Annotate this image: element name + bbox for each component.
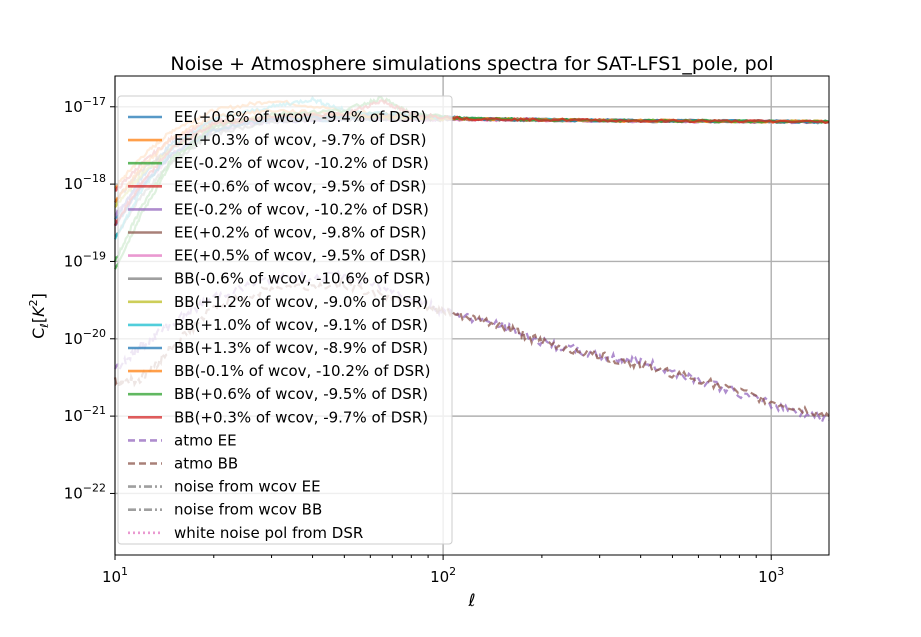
legend-label: BB(-0.6% of wcov, -10.6% of DSR) [174,270,430,288]
plot-frame [114,75,830,556]
legend-label: EE(+0.6% of wcov, -9.4% of DSR) [174,108,426,126]
x-tick-label: 102 [430,565,456,586]
legend-label: atmo BB [174,455,238,473]
x-tick-label: 101 [102,565,128,586]
legend-label: BB(+1.3% of wcov, -8.9% of DSR) [174,339,428,357]
legend-label: EE(-0.2% of wcov, -10.2% of DSR) [174,154,429,172]
y-tick-label: 10−18 [64,172,106,193]
x-axis-label: ℓ [467,591,475,611]
legend-label: BB(+1.0% of wcov, -9.1% of DSR) [174,316,428,334]
legend-label: noise from wcov EE [174,478,321,496]
legend-label: EE(+0.2% of wcov, -9.8% of DSR) [174,224,426,242]
y-tick-label: 10−22 [64,481,106,502]
legend-label: BB(-0.1% of wcov, -10.2% of DSR) [174,362,430,380]
legend-label: atmo EE [174,431,237,449]
y-tick-label: 10−17 [64,95,106,116]
x-tick-label: 103 [758,565,784,586]
legend-label: EE(+0.5% of wcov, -9.5% of DSR) [174,247,426,265]
chart-title: Noise + Atmosphere simulations spectra f… [170,53,773,75]
y-tick-label: 10−19 [64,249,106,270]
y-axis-label: Cℓ[K2] [27,293,51,339]
legend-label: EE(+0.3% of wcov, -9.7% of DSR) [174,131,426,149]
legend-label: BB(+0.3% of wcov, -9.7% of DSR) [174,408,428,426]
legend: EE(+0.6% of wcov, -9.4% of DSR) EE(+0.3% … [117,95,453,545]
legend-label: EE(-0.2% of wcov, -10.2% of DSR) [174,200,429,218]
y-tick-label: 10−20 [64,327,106,348]
y-tick-label: 10−21 [64,404,106,425]
legend-label: EE(+0.6% of wcov, -9.5% of DSR) [174,177,426,195]
legend-label: BB(+0.6% of wcov, -9.5% of DSR) [174,385,428,403]
legend-label: noise from wcov BB [174,501,322,519]
legend-label: BB(+1.2% of wcov, -9.0% of DSR) [174,293,428,311]
legend-box [117,95,453,545]
legend-label: white noise pol from DSR [174,524,363,542]
